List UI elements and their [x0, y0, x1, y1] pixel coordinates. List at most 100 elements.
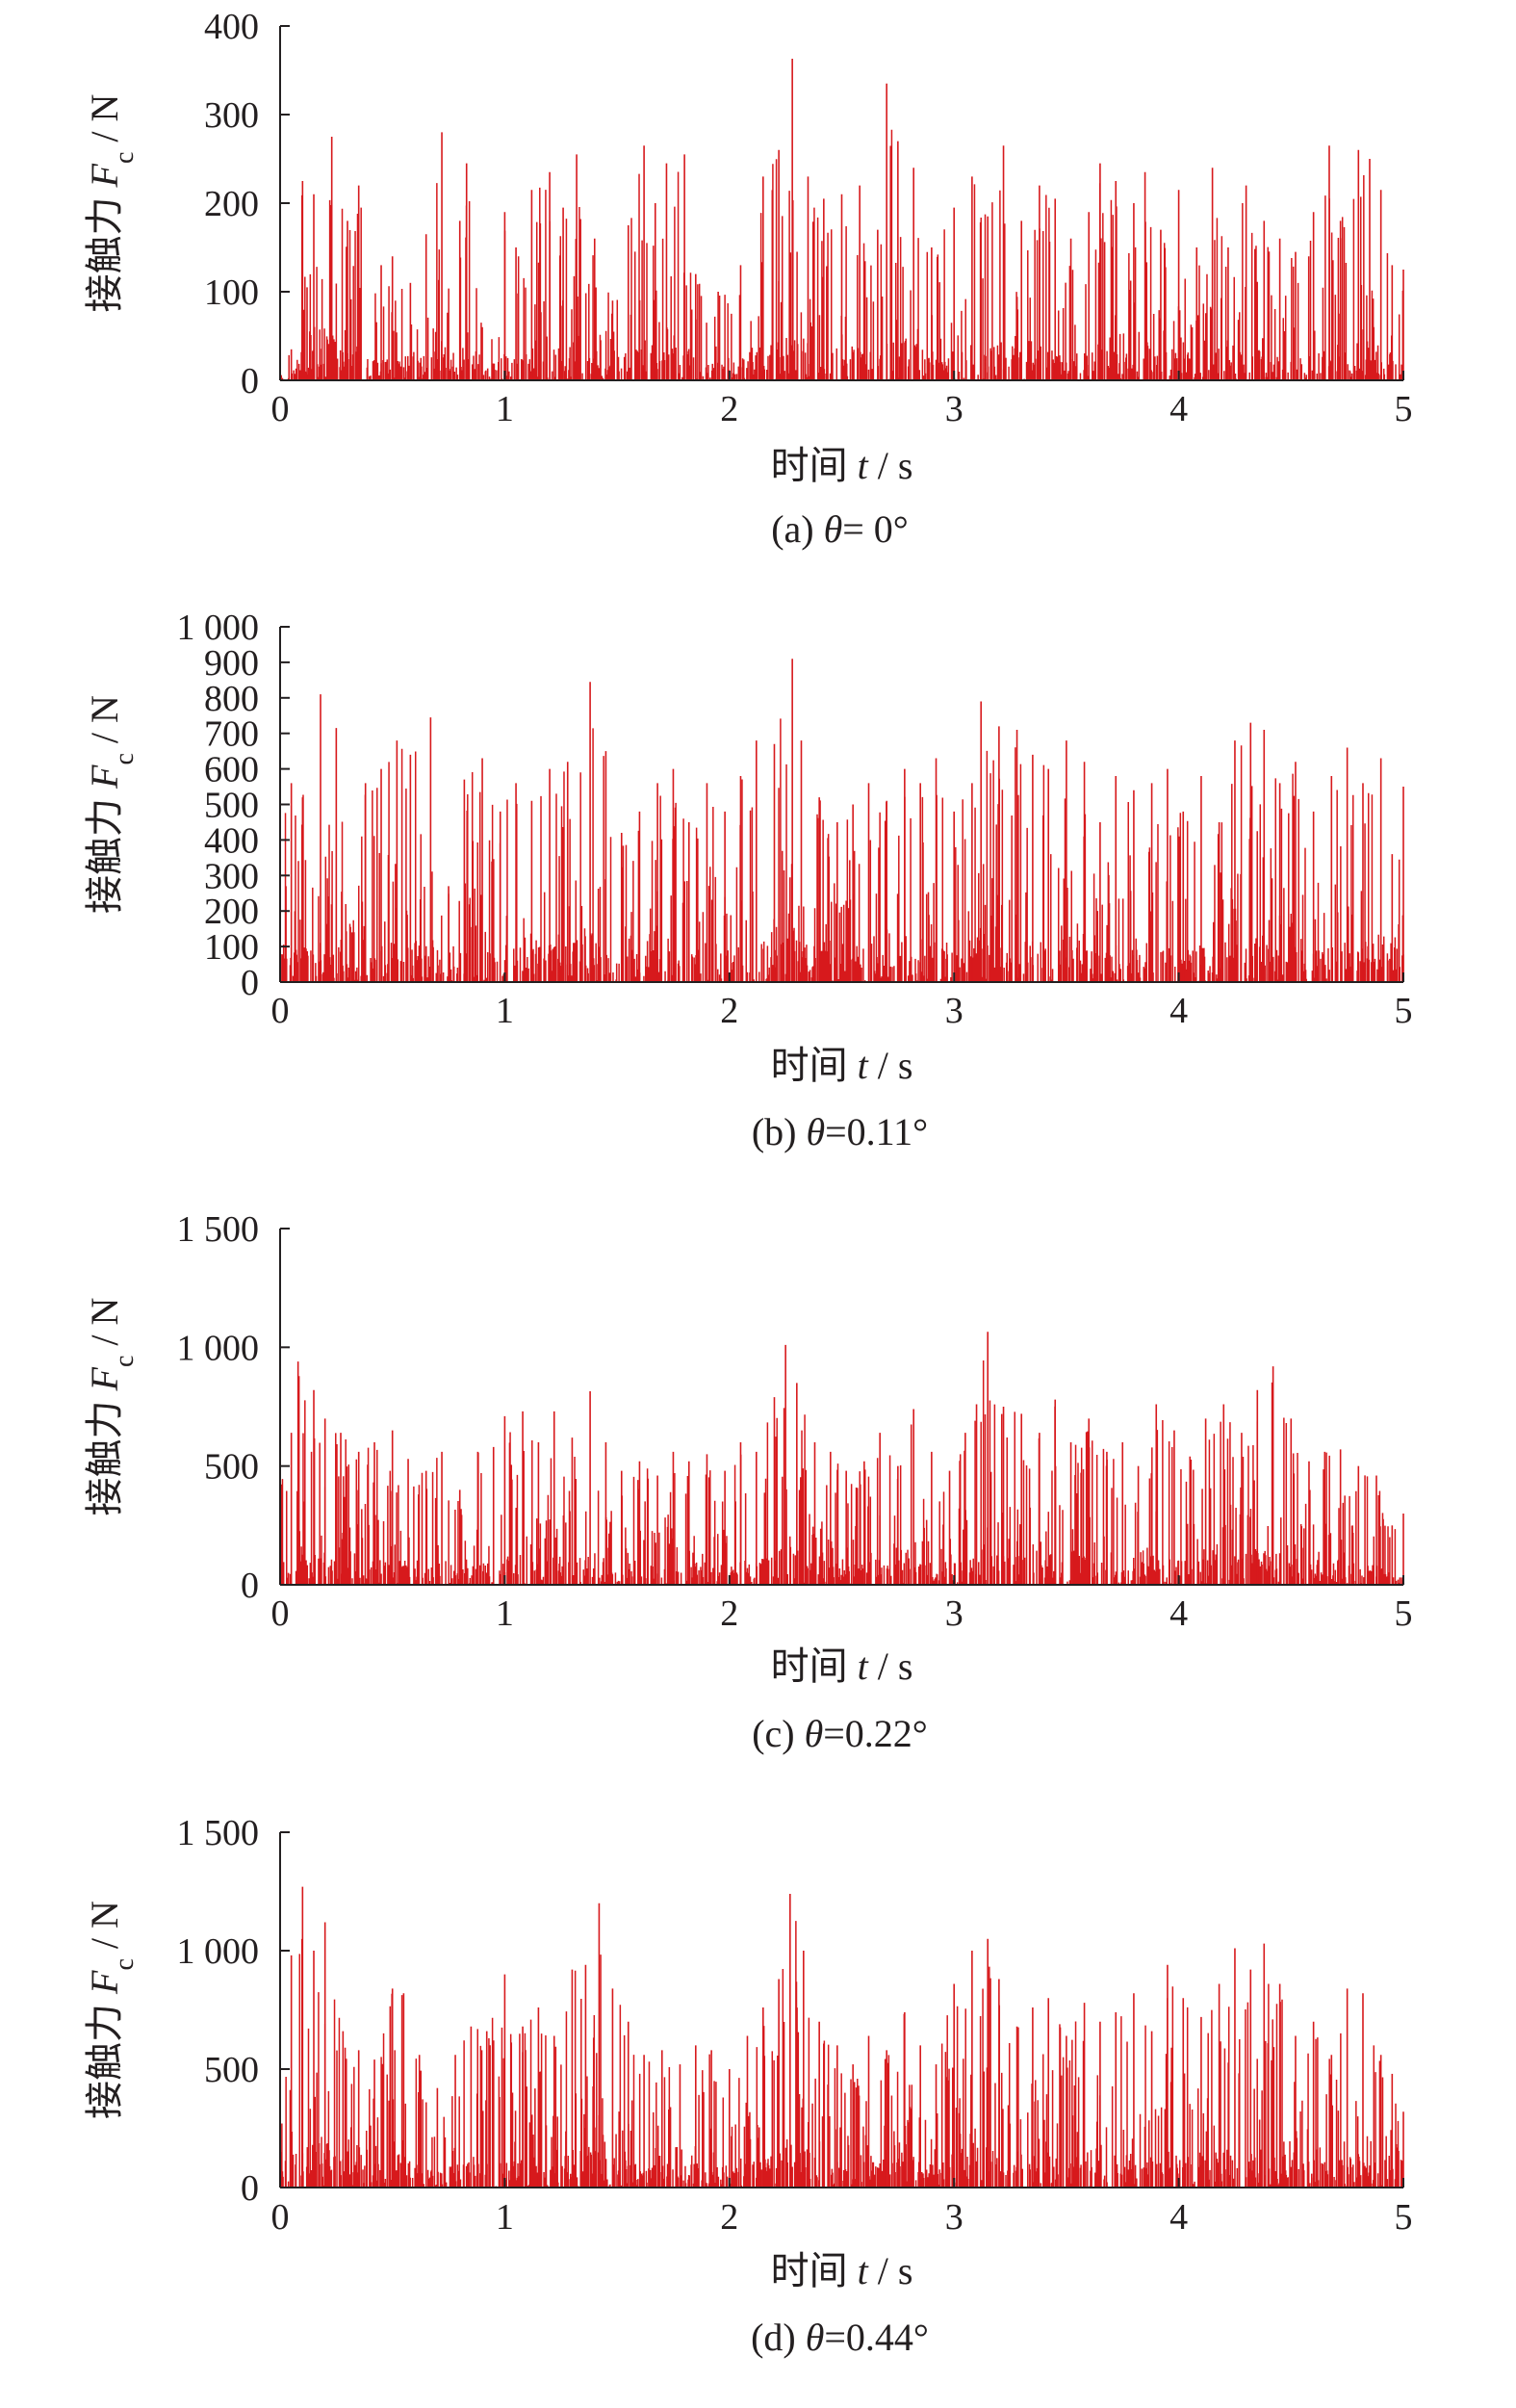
label-symbol: t: [858, 1044, 869, 1087]
y-tick-label: 900: [204, 643, 259, 684]
y-tick-label: 600: [204, 750, 259, 790]
label-unit: =0.11°: [825, 1110, 928, 1153]
x-tick-label: 1: [496, 1593, 514, 1634]
x-tick-label: 3: [945, 389, 964, 429]
y-tick-label: 1 500: [177, 1813, 260, 1853]
chart-panel-4: 0 1 2 3 4 5 0 500 1 000 1 500 时间 t / s 接触力 Fc / N (d…: [83, 1813, 1413, 2359]
label-text: 接触力: [83, 1390, 126, 1515]
y-tick-label: 500: [204, 786, 259, 826]
x-tick-label: 0: [271, 389, 290, 429]
x-tick-label: 5: [1395, 389, 1413, 429]
x-tick-label: 5: [1395, 2197, 1413, 2238]
label-unit: / N: [83, 1298, 126, 1356]
y-tick-label: 200: [204, 184, 259, 224]
x-axis-label: 时间 t / s: [771, 1044, 913, 1087]
label-text: (a): [771, 507, 823, 551]
label-symbol: F: [83, 1366, 126, 1391]
x-tick-label: 3: [945, 1593, 964, 1634]
label-symbol: F: [83, 163, 126, 188]
y-tick-label: 200: [204, 892, 259, 932]
x-tick-label: 3: [945, 2197, 964, 2238]
x-tick-label: 2: [720, 389, 738, 429]
label-text: 时间: [771, 1644, 858, 1688]
label-text: 时间: [771, 2249, 858, 2292]
y-axis-label: 接触力 Fc / N: [83, 1901, 140, 2119]
y-tick-label: 300: [204, 856, 259, 896]
chart-panel-1: 0 1 2 3 4 5 0 100 200 300 400 时间 t / s 接触力 Fc / N (a)…: [83, 7, 1413, 551]
label-symbol: θ: [806, 2316, 825, 2359]
label-unit: / s: [868, 1644, 913, 1688]
panel-caption: (b) θ=0.11°: [752, 1110, 928, 1153]
y-tick-label: 1 000: [177, 1931, 260, 1972]
x-tick-label: 0: [271, 1593, 290, 1634]
label-text: 时间: [771, 1044, 858, 1087]
chart-panel-3: 0 1 2 3 4 5 0 500 1 000 1 500 时间 t / s 接触力 Fc / N (c…: [83, 1209, 1413, 1755]
label-symbol: F: [83, 764, 126, 790]
x-tick-label: 1: [496, 991, 514, 1031]
y-tick-label: 0: [241, 361, 259, 401]
x-tick-label: 0: [271, 2197, 290, 2238]
x-tick-label: 2: [720, 1593, 738, 1634]
x-tick-label: 1: [496, 389, 514, 429]
y-tick-label: 800: [204, 679, 259, 719]
y-tick-label: 700: [204, 714, 259, 755]
label-text: 接触力: [83, 789, 126, 914]
y-axis-label: 接触力 Fc / N: [83, 94, 140, 313]
x-tick-label: 5: [1395, 1593, 1413, 1634]
label-unit: / N: [83, 1901, 126, 1958]
y-tick-label: 300: [204, 95, 259, 136]
label-unit: =0.22°: [823, 1712, 928, 1755]
y-axis-label: 接触力 Fc / N: [83, 1298, 140, 1516]
contact-force-series-2: [281, 718, 1404, 982]
label-subscript: c: [110, 1356, 140, 1367]
label-symbol: θ: [806, 1110, 825, 1153]
x-axis-label: 时间 t / s: [771, 444, 913, 487]
label-symbol: θ: [824, 507, 843, 551]
label-symbol: t: [858, 444, 869, 487]
y-tick-label: 0: [241, 963, 259, 1003]
x-tick-label: 2: [720, 2197, 738, 2238]
y-tick-label: 0: [241, 1566, 259, 1606]
x-tick-label: 4: [1169, 991, 1188, 1031]
label-unit: = 0°: [842, 507, 909, 551]
y-tick-label: 400: [204, 820, 259, 861]
label-text: 时间: [771, 444, 858, 487]
label-unit: / N: [83, 94, 126, 152]
panel-caption: (a) θ= 0°: [771, 507, 909, 551]
label-symbol: t: [858, 2249, 869, 2292]
label-subscript: c: [110, 152, 140, 164]
label-unit: / s: [868, 2249, 913, 2292]
label-text: (c): [752, 1712, 804, 1755]
label-unit: / s: [868, 444, 913, 487]
x-axis-label: 时间 t / s: [771, 1644, 913, 1688]
y-tick-label: 0: [241, 2168, 259, 2209]
x-tick-label: 4: [1169, 1593, 1188, 1634]
label-subscript: c: [110, 1958, 140, 1970]
label-unit: / N: [83, 695, 126, 753]
contact-force-series-3: [280, 1360, 1404, 1585]
y-tick-label: 1 000: [177, 1328, 260, 1368]
label-text: (b): [752, 1110, 807, 1153]
y-tick-label: 100: [204, 272, 259, 313]
x-tick-label: 4: [1169, 389, 1188, 429]
x-tick-label: 0: [271, 991, 290, 1031]
y-tick-label: 500: [204, 1447, 259, 1488]
x-axis-label: 时间 t / s: [771, 2249, 913, 2292]
x-tick-label: 5: [1395, 991, 1413, 1031]
y-axis-label: 接触力 Fc / N: [83, 695, 140, 914]
panel-caption: (c) θ=0.22°: [752, 1712, 928, 1755]
label-symbol: θ: [805, 1712, 824, 1755]
label-text: (d): [751, 2316, 806, 2359]
y-tick-label: 1 000: [177, 608, 260, 648]
x-tick-label: 2: [720, 991, 738, 1031]
y-tick-label: 1 500: [177, 1209, 260, 1250]
x-tick-label: 3: [945, 991, 964, 1031]
x-tick-label: 1: [496, 2197, 514, 2238]
label-unit: =0.44°: [824, 2316, 929, 2359]
panel-caption: (d) θ=0.44°: [751, 2316, 929, 2359]
label-symbol: t: [858, 1644, 869, 1688]
label-text: 接触力: [83, 187, 126, 312]
